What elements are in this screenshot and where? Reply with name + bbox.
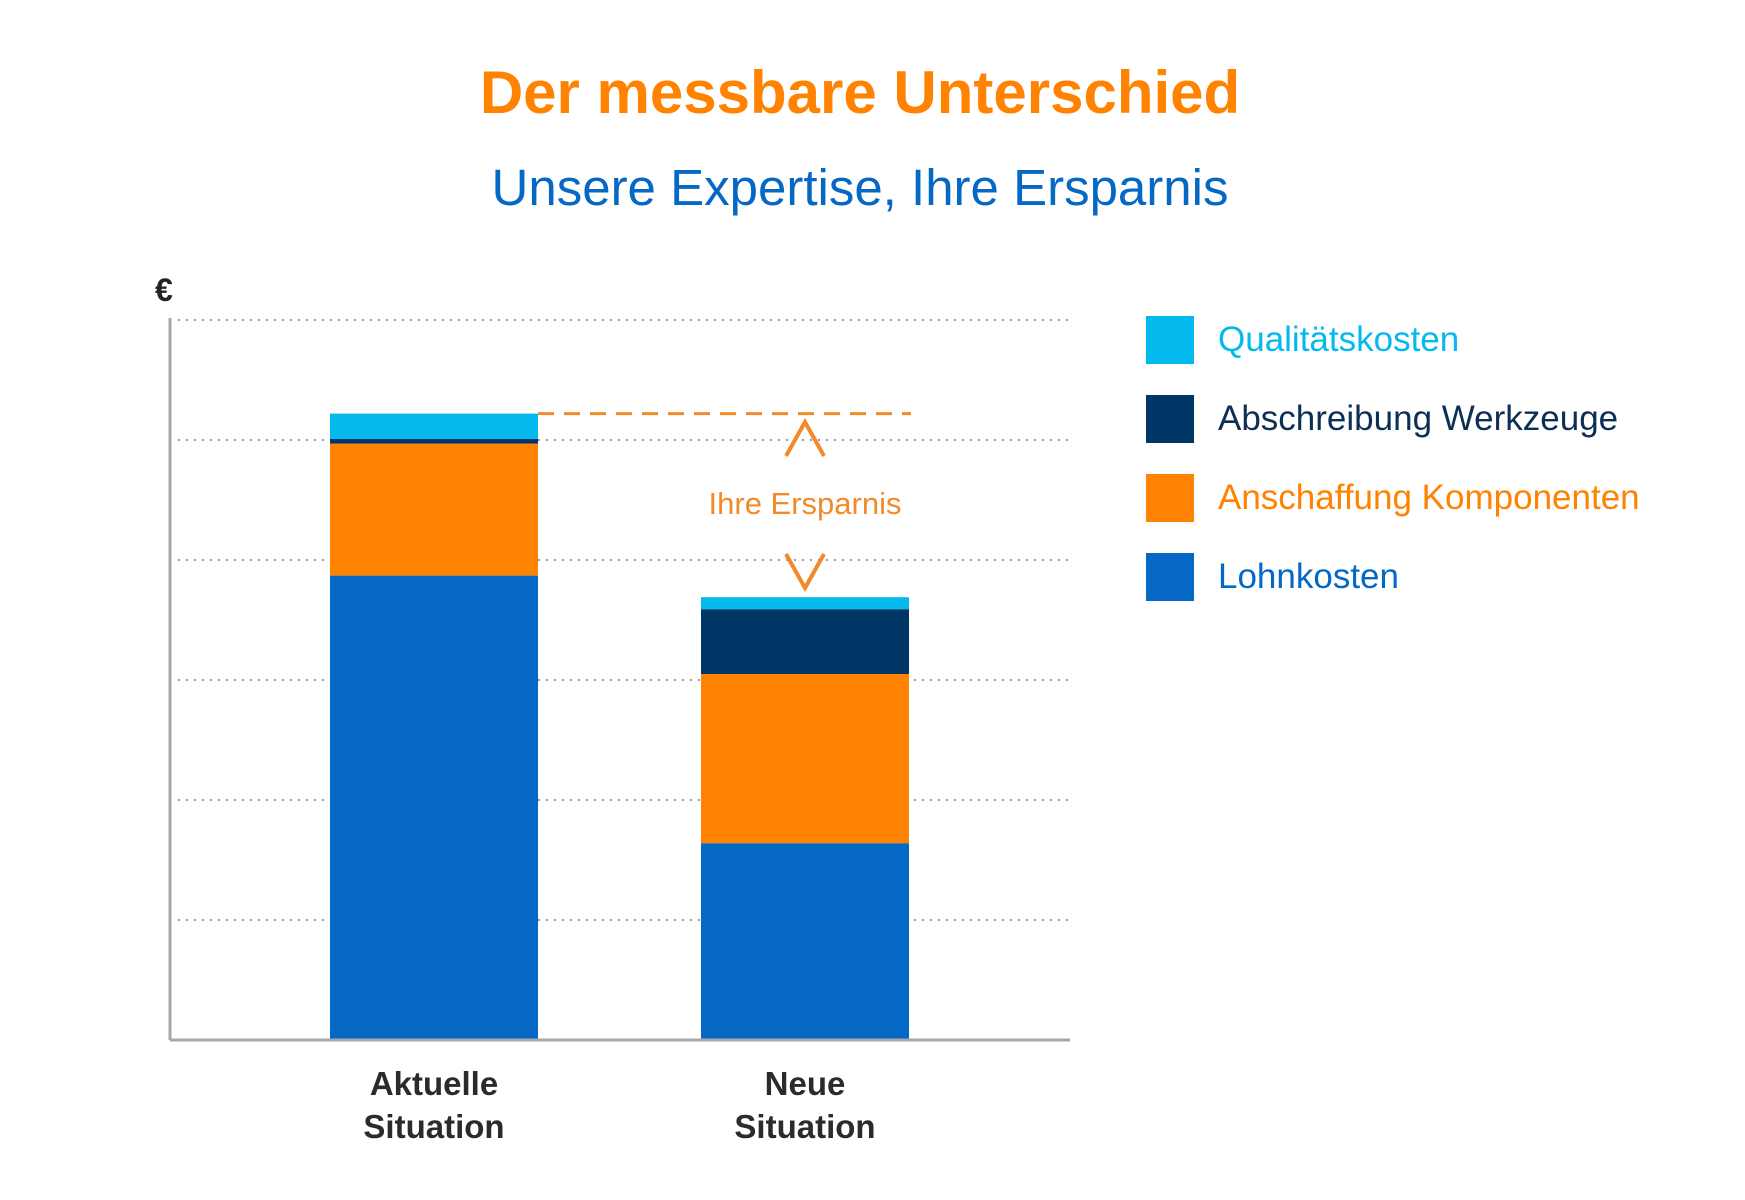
bar-segment-qualit-tskosten [330,413,538,439]
legend-swatch [1146,395,1194,443]
bar-segment-lohnkosten [330,575,538,1040]
legend-label: Abschreibung Werkzeuge [1218,399,1619,438]
legend-label: Qualitätskosten [1218,320,1460,359]
x-tick-label-aktuelle-situation: Aktuelle Situation [304,1062,564,1148]
x-tick-label-neue-situation: Neue Situation [675,1062,935,1148]
chart-subtitle: Unsere Expertise, Ihre Ersparnis [491,159,1229,216]
legend-swatch [1146,553,1194,601]
savings-annotation-label: Ihre Ersparnis [708,486,902,521]
legend-swatch [1146,316,1194,364]
legend-label: Anschaffung Komponenten [1218,478,1640,517]
bar-segment-anschaffung-komponenten [330,443,538,576]
legend-label: Lohnkosten [1218,557,1399,596]
x-tick-label-line: Situation [363,1108,505,1145]
x-tick-label-line: Situation [734,1108,876,1145]
bar-segment-lohnkosten [701,843,909,1040]
savings-arrow-down-icon [784,553,826,593]
y-axis-label: € [155,272,173,308]
chart-title: Der messbare Unterschied [479,59,1241,126]
bar-segment-qualit-tskosten [701,597,909,610]
legend-swatch [1146,474,1194,522]
bar-segment-abschreibung-werkzeuge [701,609,909,674]
bar-segment-anschaffung-komponenten [701,674,909,844]
bar-segment-abschreibung-werkzeuge [330,438,538,444]
x-tick-label-line: Aktuelle [369,1065,499,1102]
x-tick-label-line: Neue [764,1065,846,1102]
savings-arrow-up-icon [784,417,826,457]
